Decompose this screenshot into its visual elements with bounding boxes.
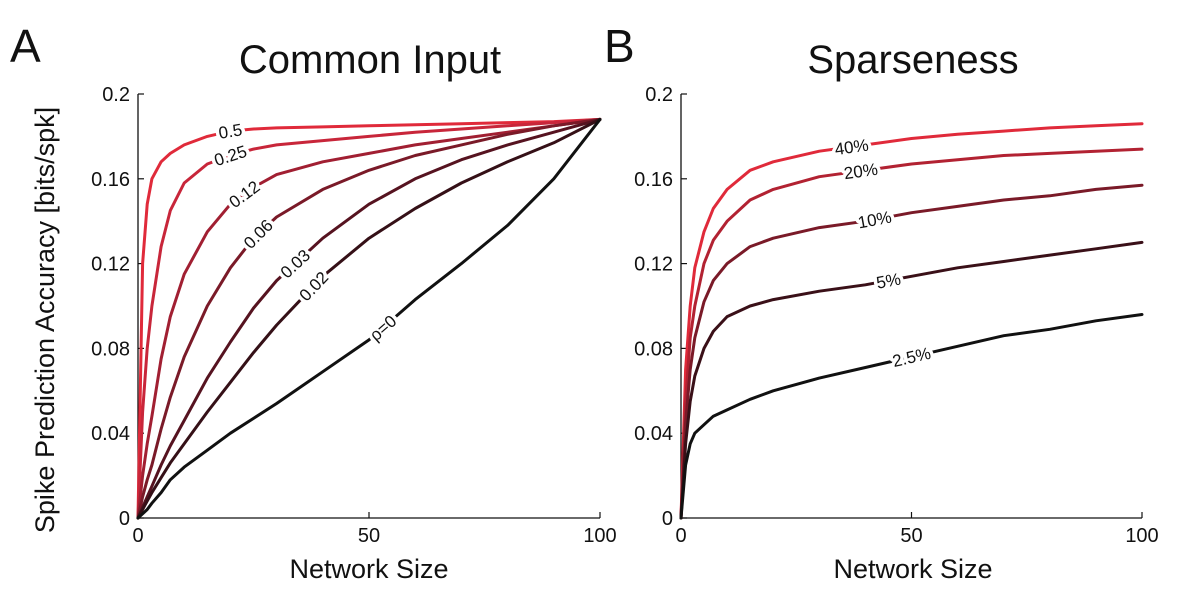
- panel-b-curve-label: 10%: [856, 208, 893, 233]
- panel-b-y-tick-label: 0.2: [645, 84, 673, 106]
- panel-letter-a: A: [10, 20, 41, 72]
- panel-a-series-line: [136, 117, 602, 520]
- panel-b-y-tick-label: 0.04: [634, 423, 673, 445]
- panel-a-y-tick-label: 0.04: [91, 423, 130, 445]
- panel-b-x-axis-label: Network Size: [833, 554, 992, 584]
- panel-b-x-tick-label: 0: [675, 525, 686, 547]
- panel-b-curve-label: 40%: [834, 136, 870, 159]
- panel-b-y-tick-label: 0.16: [634, 169, 673, 191]
- panel-a-x-tick-label: 100: [583, 525, 616, 547]
- panel-b-series-line: [679, 147, 1144, 520]
- panel-b-y-tick-label: 0: [662, 508, 673, 530]
- panel-b-series-line: [679, 183, 1144, 520]
- panel-b-x-tick-label: 50: [900, 525, 922, 547]
- panel-a-y-tick-label: 0.12: [91, 254, 130, 276]
- panel-a-series-line: [136, 117, 602, 520]
- panel-a-x-tick-label: 50: [358, 525, 380, 547]
- panel-b-x-tick-label: 100: [1125, 525, 1158, 547]
- panel-b-curve-label: 5%: [875, 270, 903, 293]
- panel-b-curve-label: 2.5%: [891, 344, 933, 371]
- panel-b-series-line: [679, 313, 1144, 520]
- y-axis-label: Spike Prediction Accuracy [bits/spk]: [30, 107, 60, 533]
- panel-letter-b: B: [604, 20, 635, 72]
- panel-b-title: Sparseness: [807, 38, 1018, 82]
- panel-a-y-tick-label: 0.16: [91, 169, 130, 191]
- panel-a-series-line: [136, 117, 602, 520]
- panel-b-series-line: [679, 122, 1144, 520]
- panel-a-curve-label: 0.12: [226, 177, 264, 212]
- panel-b-sparseness: B Sparseness 00.040.080.120.160.20 50 100 …: [604, 20, 1159, 584]
- panel-a-series-line: [136, 117, 602, 520]
- panel-a-curve-label: 0.25: [212, 142, 249, 170]
- panel-a-series-line: [136, 117, 602, 520]
- panel-a-series-line: [136, 117, 602, 520]
- panel-a-series-line: [136, 117, 602, 520]
- panel-a-common-input: A Common Input 0 0.04 0.08 0.12 0.16 0.2 0 50 10…: [10, 20, 617, 584]
- panel-a-y-tick-label: 0.2: [102, 84, 130, 106]
- panel-a-y-tick-label: 0.08: [91, 338, 130, 360]
- panel-a-curve-label: 0.5: [217, 120, 243, 142]
- panel-b-curve-label: 20%: [843, 160, 879, 183]
- panel-a-y-tick-label: 0: [119, 508, 130, 530]
- panel-b-y-tick-label: 0.12: [634, 254, 673, 276]
- panel-b-y-tick-label: 0.08: [634, 338, 673, 360]
- panel-a-title: Common Input: [239, 38, 501, 82]
- panel-a-x-axis-label: Network Size: [289, 554, 448, 584]
- panel-a-x-tick-label: 0: [132, 525, 143, 547]
- panel-b-series-line: [679, 240, 1144, 520]
